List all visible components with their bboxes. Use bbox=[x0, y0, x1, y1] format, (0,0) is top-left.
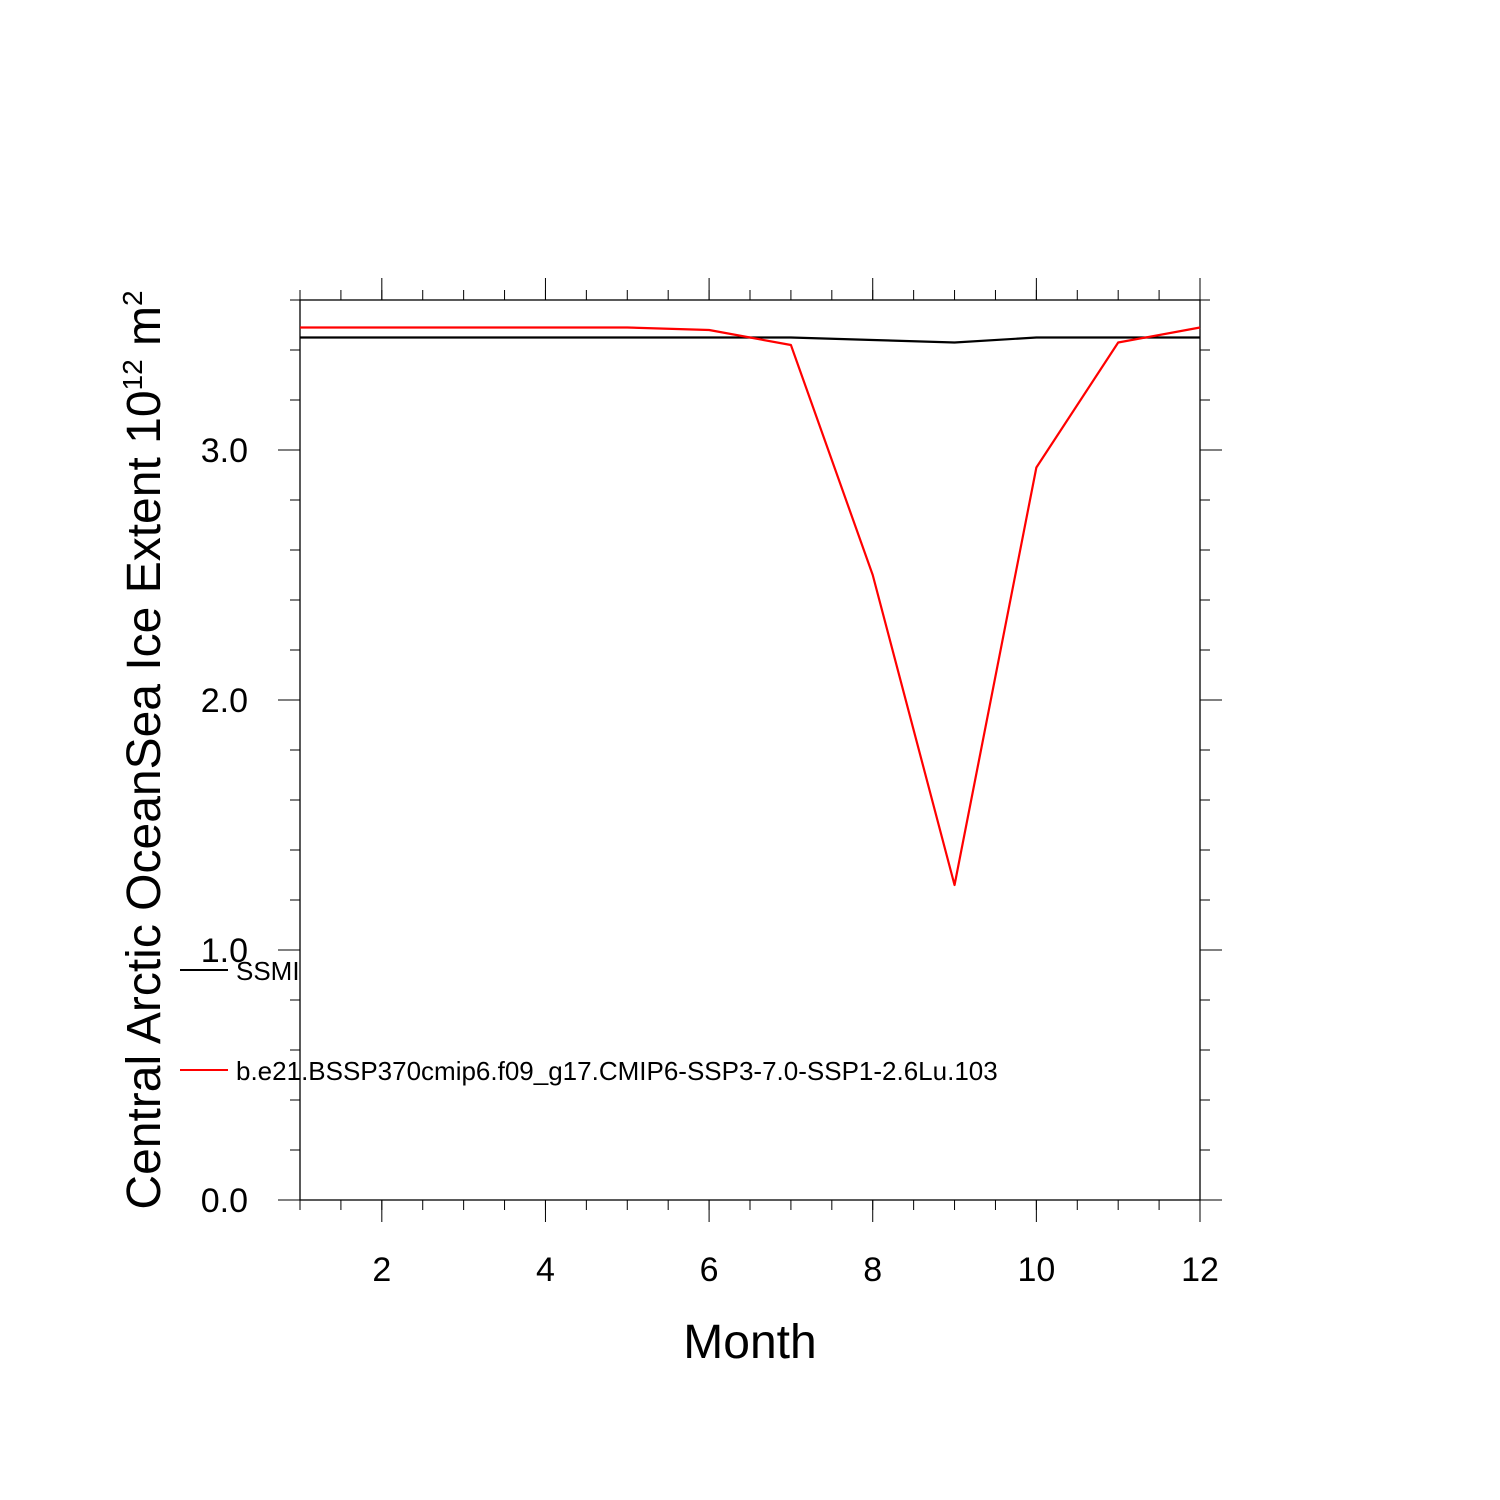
series-lines bbox=[300, 326, 1201, 887]
y-axis-title-base: Central Arctic OceanSea Ice Extent 10 bbox=[118, 390, 171, 1209]
x-tick-label: 2 bbox=[372, 1251, 391, 1289]
x-tick-label: 4 bbox=[536, 1251, 555, 1289]
major-ticks bbox=[278, 278, 1222, 1222]
x-tick-labels: 2 4 6 8 10 12 bbox=[372, 1251, 1219, 1289]
x-tick-label: 10 bbox=[1017, 1251, 1055, 1289]
y-axis-title-unit: m bbox=[118, 306, 171, 359]
y-tick-label: 2.0 bbox=[201, 682, 248, 720]
y-tick-label: 0.0 bbox=[201, 1182, 248, 1220]
y-tick-label: 3.0 bbox=[201, 432, 248, 470]
y-axis-title-exponent-2: 2 bbox=[117, 290, 148, 306]
y-tick-label: 1.0 bbox=[201, 932, 248, 970]
y-axis-title-exponent-1: 12 bbox=[117, 359, 148, 390]
x-tick-label: 12 bbox=[1181, 1251, 1219, 1289]
x-tick-label: 8 bbox=[863, 1251, 882, 1289]
legend-label: b.e21.BSSP370cmip6.f09_g17.CMIP6-SSP3-7.… bbox=[236, 1056, 998, 1086]
series-line bbox=[300, 326, 1201, 887]
x-axis-title: Month bbox=[683, 1316, 816, 1369]
legend-label: SSMI bbox=[236, 956, 300, 986]
y-tick-labels: 0.0 1.0 2.0 3.0 bbox=[201, 432, 248, 1220]
legend: SSMI b.e21.BSSP370cmip6.f09_g17.CMIP6-SSP… bbox=[180, 956, 998, 1086]
plot-frame bbox=[299, 299, 1201, 1201]
x-tick-label: 6 bbox=[700, 1251, 719, 1289]
y-axis-title: Central Arctic OceanSea Ice Extent 1012 … bbox=[117, 290, 171, 1209]
